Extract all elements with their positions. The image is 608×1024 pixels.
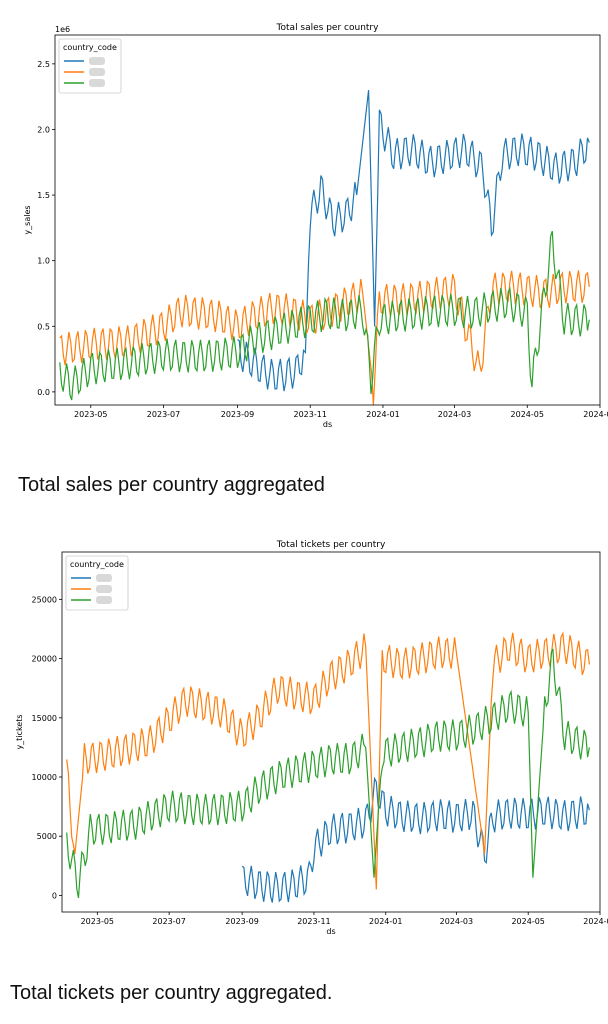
x-tick-label: 2023-07 (147, 410, 180, 419)
y-tick-label: 15000 (32, 714, 57, 723)
legend-label-redacted (96, 596, 112, 604)
chart-title: Total tickets per country (276, 540, 386, 550)
x-tick-label: 2023-05 (81, 917, 114, 926)
y-tick-label: 0.0 (37, 388, 50, 397)
x-tick-label: 2023-07 (152, 917, 185, 926)
y-axis-label: y_sales (23, 205, 32, 234)
y-axis-label: y_tickets (15, 714, 24, 749)
series-line-0 (241, 776, 590, 903)
series-line-2 (59, 230, 590, 401)
sales-chart-caption: Total sales per country aggregated (18, 474, 325, 496)
series-line-1 (59, 270, 590, 406)
y-tick-label: 0.5 (37, 322, 50, 331)
tickets-chart-caption: Total tickets per country aggregated. (10, 982, 333, 1004)
plot-frame (54, 34, 601, 406)
x-tick-label: 2024-03 (440, 917, 473, 926)
x-tick-label: 2023-11 (293, 410, 326, 419)
y-tick-label: 25000 (32, 595, 57, 604)
y-tick-label: 5000 (37, 832, 57, 841)
legend-box (58, 38, 122, 94)
x-tick-label: 2023-05 (74, 410, 107, 419)
y-tick-label: 2.0 (37, 125, 50, 134)
x-axis-label: ds (326, 927, 335, 936)
series-line-1 (66, 631, 590, 890)
legend-label-redacted (89, 79, 105, 87)
legend-title: country_code (70, 560, 124, 569)
x-tick-label: 2023-11 (297, 917, 330, 926)
legend-label-redacted (89, 57, 105, 65)
x-axis-label: ds (323, 420, 332, 429)
y-tick-label: 2.5 (37, 60, 50, 69)
x-tick-label: 2024-07 (583, 410, 608, 419)
tickets-chart: Total tickets per country 2023-05 2023-07 2… (15, 540, 608, 936)
x-tick-label: 2024-07 (583, 917, 608, 926)
legend-title: country_code (63, 43, 117, 52)
sales-chart: Total sales per country 2023-05 2023-07 202… (23, 23, 608, 429)
y-tick-label: 1.0 (37, 257, 50, 266)
legend-label-redacted (89, 68, 105, 76)
y-offset-label: 1e6 (55, 25, 70, 34)
x-tick-label: 2024-03 (438, 410, 471, 419)
chart-title: Total sales per country (276, 23, 380, 33)
x-tick-label: 2024-05 (511, 917, 544, 926)
plot-frame (61, 551, 601, 913)
y-tick-label: 20000 (32, 655, 57, 664)
x-tick-label: 2024-01 (369, 917, 402, 926)
y-tick-label: 1.5 (37, 191, 50, 200)
legend-box (65, 555, 129, 611)
series-line-0 (237, 90, 590, 392)
x-tick-label: 2024-05 (511, 410, 544, 419)
legend-label-redacted (96, 574, 112, 582)
series-line-2 (66, 648, 590, 899)
legend-label-redacted (96, 585, 112, 593)
y-tick-label: 0 (52, 891, 57, 900)
x-tick-label: 2023-09 (225, 917, 258, 926)
y-tick-label: 10000 (32, 773, 57, 782)
x-tick-label: 2023-09 (221, 410, 254, 419)
x-tick-label: 2024-01 (366, 410, 399, 419)
